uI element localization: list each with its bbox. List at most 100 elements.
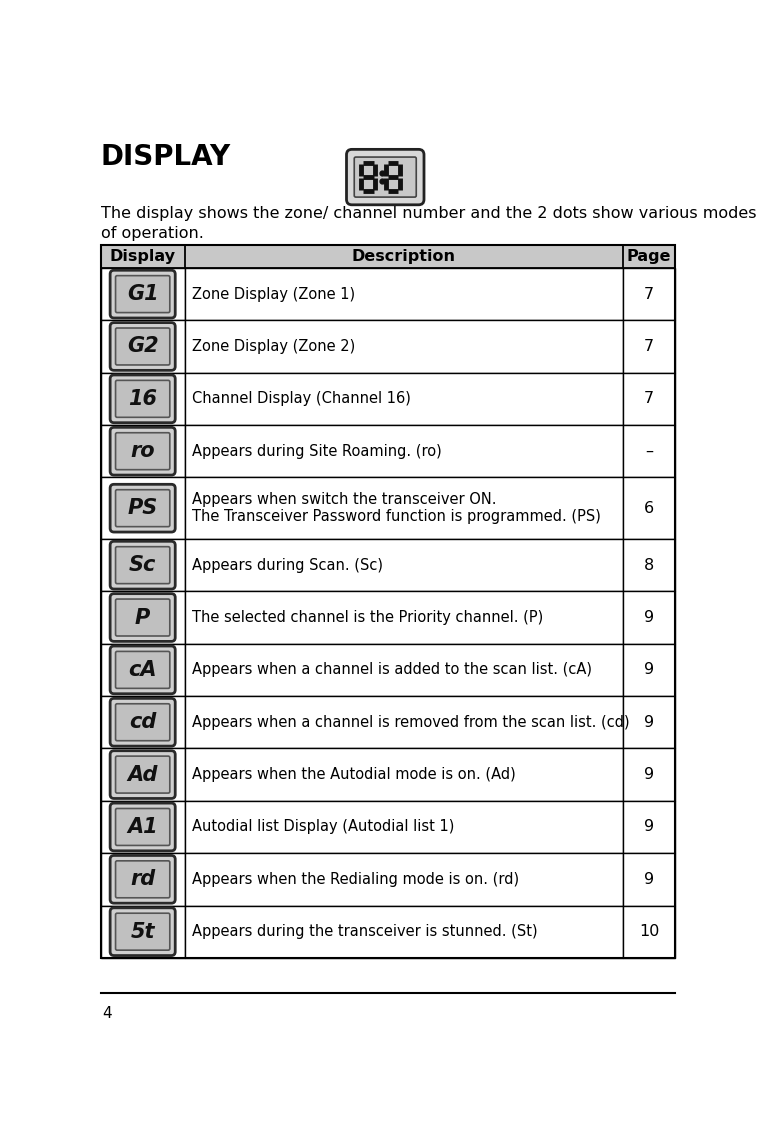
FancyBboxPatch shape [110, 484, 175, 532]
Bar [101, 539, 185, 592]
Bar [185, 592, 623, 644]
Bar [101, 244, 675, 958]
Bar [185, 268, 623, 320]
Text: cd: cd [129, 713, 157, 732]
Text: Page: Page [627, 249, 671, 264]
Text: Appears when the Autodial mode is on. (Ad): Appears when the Autodial mode is on. (A… [192, 767, 516, 782]
Text: G1: G1 [127, 284, 158, 304]
Text: The selected channel is the Priority channel. (P): The selected channel is the Priority cha… [192, 610, 544, 625]
FancyBboxPatch shape [347, 150, 424, 204]
FancyBboxPatch shape [110, 750, 175, 798]
FancyBboxPatch shape [116, 651, 170, 689]
Text: Appears when a channel is removed from the scan list. (cd): Appears when a channel is removed from t… [192, 715, 630, 730]
Text: Ad: Ad [127, 765, 158, 785]
FancyBboxPatch shape [354, 158, 416, 198]
Bar [101, 244, 675, 268]
FancyBboxPatch shape [110, 699, 175, 746]
Bar [623, 372, 675, 425]
Text: A1: A1 [127, 817, 158, 837]
Bar [101, 644, 185, 697]
Bar [623, 268, 675, 320]
Text: Display: Display [110, 249, 176, 264]
Text: 7: 7 [644, 287, 654, 301]
Text: G2: G2 [127, 337, 158, 356]
FancyBboxPatch shape [116, 547, 170, 584]
Bar [185, 906, 623, 958]
Text: 6: 6 [644, 500, 654, 516]
Bar [101, 320, 185, 372]
Text: The Transceiver Password function is programmed. (PS): The Transceiver Password function is pro… [192, 509, 601, 524]
Bar [623, 853, 675, 906]
FancyBboxPatch shape [116, 756, 170, 793]
Bar [185, 320, 623, 372]
FancyBboxPatch shape [110, 803, 175, 851]
Text: Appears during the transceiver is stunned. (St): Appears during the transceiver is stunne… [192, 924, 538, 939]
FancyBboxPatch shape [116, 703, 170, 741]
Text: Appears when switch the transceiver ON.: Appears when switch the transceiver ON. [192, 492, 497, 507]
FancyBboxPatch shape [116, 861, 170, 898]
Bar [101, 372, 185, 425]
Bar [185, 853, 623, 906]
FancyBboxPatch shape [110, 908, 175, 956]
Text: 7: 7 [644, 339, 654, 354]
Bar [623, 801, 675, 853]
Text: P: P [135, 608, 151, 627]
Text: Appears during Scan. (Sc): Appears during Scan. (Sc) [192, 557, 383, 572]
Bar [623, 906, 675, 958]
Text: The display shows the zone/ channel number and the 2 dots show various modes
of : The display shows the zone/ channel numb… [101, 207, 756, 241]
Text: Zone Display (Zone 2): Zone Display (Zone 2) [192, 339, 356, 354]
Text: –: – [645, 444, 653, 459]
Text: 5t: 5t [130, 922, 155, 942]
Text: 9: 9 [644, 662, 654, 677]
Bar [623, 320, 675, 372]
Bar [185, 801, 623, 853]
Bar [185, 539, 623, 592]
Text: 10: 10 [639, 924, 659, 939]
Bar [185, 372, 623, 425]
FancyBboxPatch shape [110, 855, 175, 903]
Bar [185, 477, 623, 539]
Text: 7: 7 [644, 392, 654, 407]
Bar [185, 644, 623, 697]
Bar [101, 697, 185, 748]
Bar [101, 268, 185, 320]
Text: Appears during Site Roaming. (ro): Appears during Site Roaming. (ro) [192, 444, 442, 459]
Bar [623, 644, 675, 697]
Bar [101, 853, 185, 906]
Text: Appears when a channel is added to the scan list. (cA): Appears when a channel is added to the s… [192, 662, 592, 677]
Bar [623, 425, 675, 477]
Bar [101, 477, 185, 539]
FancyBboxPatch shape [110, 646, 175, 693]
FancyBboxPatch shape [110, 541, 175, 589]
Text: Autodial list Display (Autodial list 1): Autodial list Display (Autodial list 1) [192, 820, 455, 835]
Bar [623, 539, 675, 592]
FancyBboxPatch shape [116, 600, 170, 636]
FancyBboxPatch shape [116, 914, 170, 950]
Text: 16: 16 [128, 388, 157, 409]
Text: 9: 9 [644, 767, 654, 782]
Bar [101, 748, 185, 801]
Text: PS: PS [127, 498, 157, 518]
Text: 9: 9 [644, 610, 654, 625]
Text: ro: ro [130, 441, 155, 461]
Bar [185, 697, 623, 748]
Text: cA: cA [129, 660, 157, 679]
Bar [185, 748, 623, 801]
FancyBboxPatch shape [110, 271, 175, 317]
Text: 4: 4 [102, 1006, 112, 1021]
FancyBboxPatch shape [110, 322, 175, 370]
Bar [101, 801, 185, 853]
Text: Channel Display (Channel 16): Channel Display (Channel 16) [192, 392, 411, 407]
Bar [185, 425, 623, 477]
Text: Description: Description [352, 249, 456, 264]
Bar [623, 748, 675, 801]
Text: 9: 9 [644, 715, 654, 730]
Bar [101, 425, 185, 477]
Bar [623, 477, 675, 539]
FancyBboxPatch shape [110, 427, 175, 475]
FancyBboxPatch shape [116, 433, 170, 469]
FancyBboxPatch shape [116, 809, 170, 845]
Text: Appears when the Redialing mode is on. (rd): Appears when the Redialing mode is on. (… [192, 871, 519, 887]
FancyBboxPatch shape [116, 490, 170, 526]
FancyBboxPatch shape [116, 380, 170, 417]
